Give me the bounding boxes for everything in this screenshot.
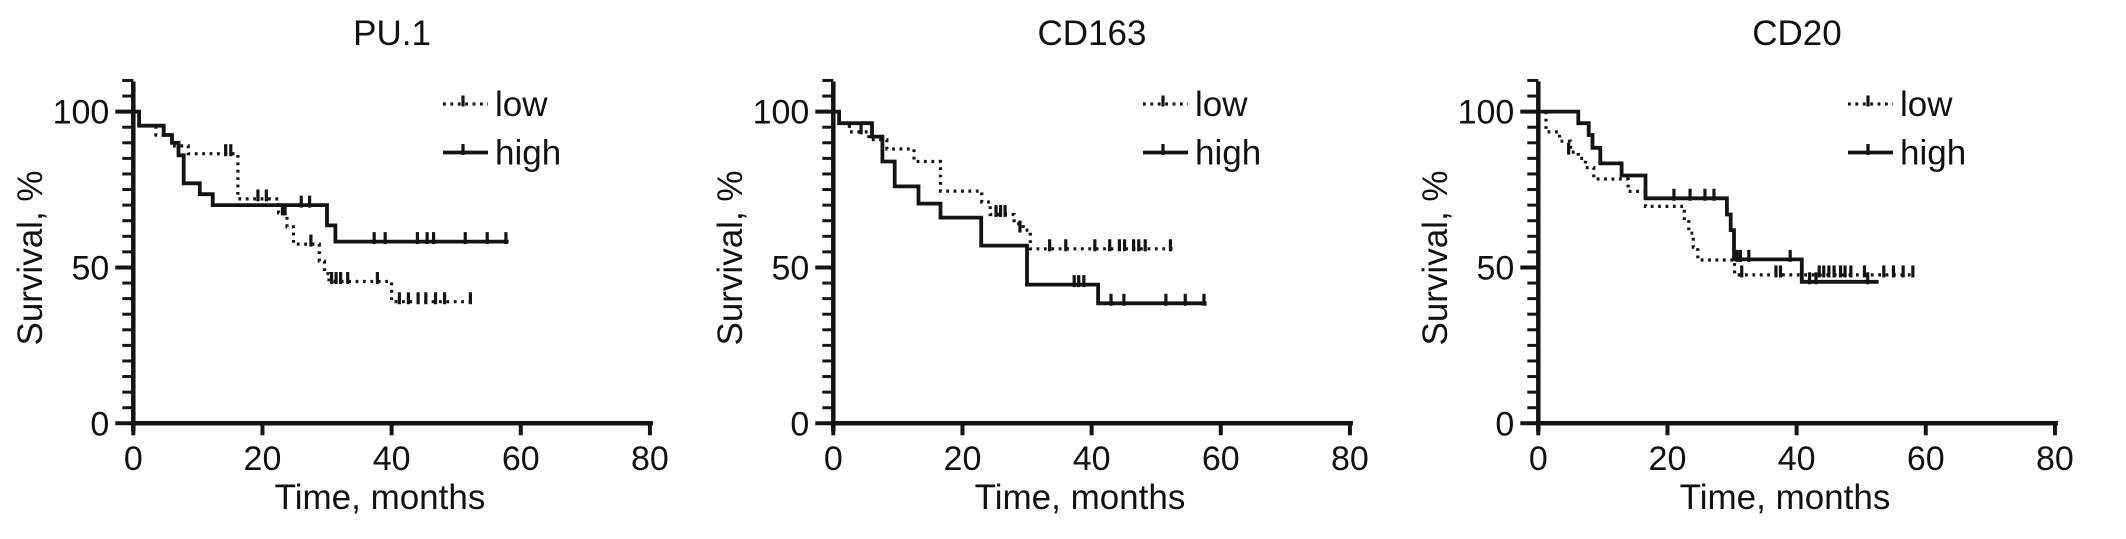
x-tick-label: 0 <box>1529 440 1548 478</box>
y-axis-title: Survival, % <box>1416 170 1455 345</box>
chart-title: CD20 <box>1752 14 1841 53</box>
y-tick-label: 100 <box>1458 94 1515 132</box>
x-tick-label: 0 <box>824 440 843 478</box>
x-tick-label: 40 <box>373 440 411 478</box>
x-tick-label: 60 <box>1202 440 1240 478</box>
km-curve-high <box>1538 109 1879 284</box>
x-tick-label: 20 <box>1649 440 1687 478</box>
legend-label-high: high <box>495 134 561 173</box>
km-curve-high <box>833 109 1207 306</box>
y-axis-title: Survival, % <box>711 170 750 345</box>
x-tick-label: 40 <box>1778 440 1816 478</box>
chart-title: PU.1 <box>353 14 431 53</box>
y-tick-label: 100 <box>53 94 110 132</box>
x-tick-label: 40 <box>1073 440 1111 478</box>
legend-label-low: low <box>1900 85 1953 124</box>
km-curve-low <box>1538 110 1915 277</box>
km-curve-high <box>133 109 509 244</box>
x-tick-label: 80 <box>631 440 669 478</box>
y-tick-label: 100 <box>753 94 810 132</box>
x-tick-label: 60 <box>502 440 540 478</box>
x-axis-title: Time, months <box>275 478 486 517</box>
legend-label-low: low <box>495 85 548 124</box>
x-tick-label: 80 <box>2036 440 2074 478</box>
y-tick-label: 0 <box>1495 405 1514 443</box>
y-tick-label: 0 <box>90 405 109 443</box>
km-curve-low <box>833 110 1173 251</box>
y-tick-label: 50 <box>771 249 809 287</box>
x-axis-title: Time, months <box>1680 478 1891 517</box>
x-tick-label: 20 <box>244 440 282 478</box>
x-tick-label: 20 <box>944 440 982 478</box>
y-tick-label: 50 <box>71 249 109 287</box>
legend-label-low: low <box>1195 85 1248 124</box>
km-panel-cd20: CD20 0 50 100 0 20 40 60 80 Time, months Survival,… <box>1416 14 2074 517</box>
x-tick-label: 0 <box>124 440 143 478</box>
y-axis-title: Survival, % <box>11 170 50 345</box>
x-axis-title: Time, months <box>975 478 1186 517</box>
km-panel-cd163: CD163 0 50 100 0 20 40 60 80 Time, months Survival… <box>711 14 1369 517</box>
legend-label-high: high <box>1195 134 1261 173</box>
km-panel-pu-1: PU.1 0 50 100 0 20 40 60 80 Time, months Survival,… <box>11 14 669 517</box>
chart-title: CD163 <box>1038 14 1147 53</box>
legend-label-high: high <box>1900 134 1966 173</box>
km-curve-low <box>133 110 473 304</box>
x-tick-label: 60 <box>1907 440 1945 478</box>
y-tick-label: 50 <box>1476 249 1514 287</box>
x-tick-label: 80 <box>1331 440 1369 478</box>
y-tick-label: 0 <box>790 405 809 443</box>
